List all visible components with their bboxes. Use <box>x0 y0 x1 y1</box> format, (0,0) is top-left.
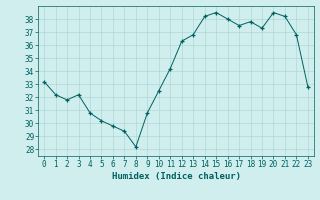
X-axis label: Humidex (Indice chaleur): Humidex (Indice chaleur) <box>111 172 241 181</box>
